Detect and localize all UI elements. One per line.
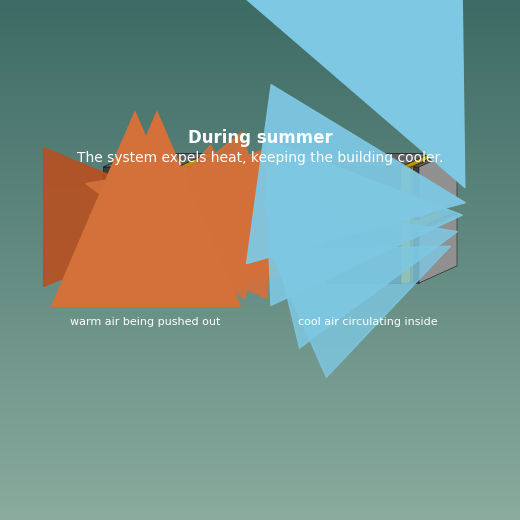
Polygon shape <box>188 153 218 283</box>
Polygon shape <box>196 150 234 219</box>
Polygon shape <box>326 153 431 167</box>
Text: cool air circulating inside: cool air circulating inside <box>298 317 438 327</box>
Polygon shape <box>326 167 401 219</box>
Polygon shape <box>326 217 431 231</box>
Text: warm air being pushed out: warm air being pushed out <box>70 317 220 327</box>
Polygon shape <box>401 217 431 283</box>
Text: The system expels heat, keeping the building cooler.: The system expels heat, keeping the buil… <box>77 151 443 165</box>
Polygon shape <box>190 214 234 231</box>
Polygon shape <box>419 150 457 219</box>
Polygon shape <box>178 153 218 167</box>
Polygon shape <box>178 167 188 283</box>
Polygon shape <box>413 214 457 231</box>
Polygon shape <box>103 167 178 219</box>
Polygon shape <box>103 231 178 283</box>
Polygon shape <box>103 153 208 167</box>
Polygon shape <box>178 217 208 283</box>
Polygon shape <box>190 167 196 219</box>
Polygon shape <box>401 153 431 219</box>
Polygon shape <box>178 153 208 219</box>
Text: During summer: During summer <box>188 129 332 147</box>
Polygon shape <box>419 214 457 283</box>
Polygon shape <box>413 150 457 167</box>
Polygon shape <box>401 167 411 283</box>
Polygon shape <box>326 231 401 283</box>
Polygon shape <box>413 167 419 219</box>
Polygon shape <box>196 214 234 283</box>
Polygon shape <box>401 153 441 167</box>
Polygon shape <box>103 217 208 231</box>
Polygon shape <box>190 150 234 167</box>
Polygon shape <box>411 153 441 283</box>
Polygon shape <box>190 231 196 283</box>
Polygon shape <box>413 231 419 283</box>
